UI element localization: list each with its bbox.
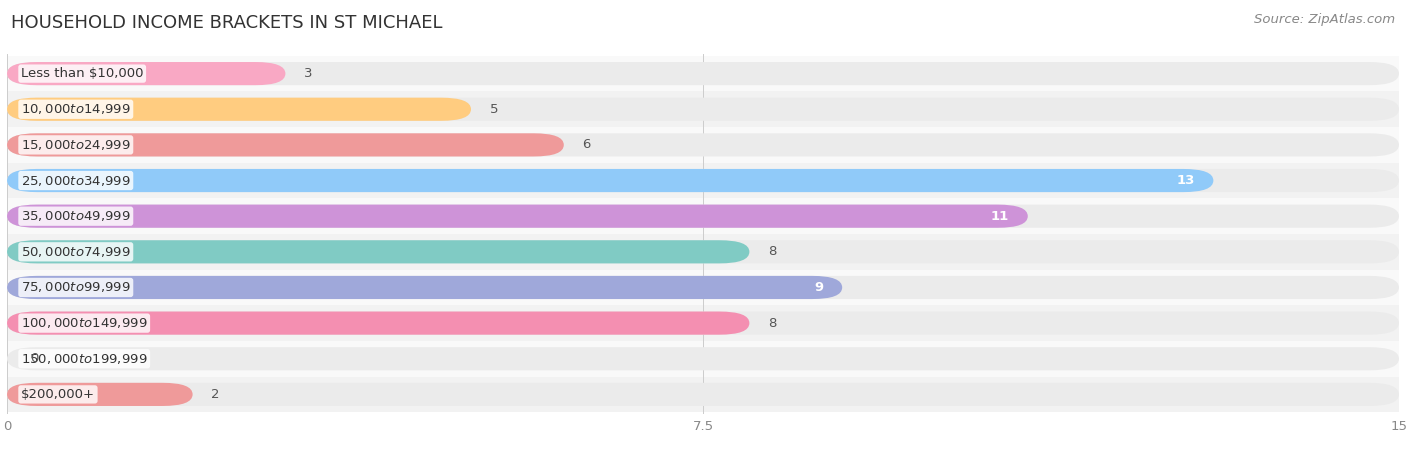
FancyBboxPatch shape xyxy=(7,62,1399,85)
FancyBboxPatch shape xyxy=(7,62,285,85)
Bar xyxy=(0,91,1406,127)
FancyBboxPatch shape xyxy=(7,98,1399,121)
Text: Source: ZipAtlas.com: Source: ZipAtlas.com xyxy=(1254,14,1395,27)
FancyBboxPatch shape xyxy=(7,133,564,157)
Bar xyxy=(0,305,1406,341)
Text: $75,000 to $99,999: $75,000 to $99,999 xyxy=(21,280,131,294)
Text: 8: 8 xyxy=(768,245,776,258)
Bar xyxy=(0,198,1406,234)
Text: $15,000 to $24,999: $15,000 to $24,999 xyxy=(21,138,131,152)
FancyBboxPatch shape xyxy=(7,169,1399,192)
Text: $25,000 to $34,999: $25,000 to $34,999 xyxy=(21,174,131,188)
Bar xyxy=(0,127,1406,163)
Text: 5: 5 xyxy=(489,103,498,116)
FancyBboxPatch shape xyxy=(7,133,1399,157)
Text: Less than $10,000: Less than $10,000 xyxy=(21,67,143,80)
Text: 6: 6 xyxy=(582,139,591,151)
Text: 8: 8 xyxy=(768,317,776,329)
Text: HOUSEHOLD INCOME BRACKETS IN ST MICHAEL: HOUSEHOLD INCOME BRACKETS IN ST MICHAEL xyxy=(11,14,443,32)
FancyBboxPatch shape xyxy=(7,240,749,263)
Bar xyxy=(0,270,1406,305)
Text: 13: 13 xyxy=(1177,174,1195,187)
Text: $150,000 to $199,999: $150,000 to $199,999 xyxy=(21,352,148,366)
Bar xyxy=(0,56,1406,91)
FancyBboxPatch shape xyxy=(7,169,1213,192)
FancyBboxPatch shape xyxy=(7,311,1399,335)
Text: $100,000 to $149,999: $100,000 to $149,999 xyxy=(21,316,148,330)
Bar xyxy=(0,341,1406,377)
FancyBboxPatch shape xyxy=(7,276,1399,299)
FancyBboxPatch shape xyxy=(7,205,1028,228)
Bar xyxy=(0,377,1406,412)
Text: 3: 3 xyxy=(304,67,312,80)
Text: $35,000 to $49,999: $35,000 to $49,999 xyxy=(21,209,131,223)
FancyBboxPatch shape xyxy=(7,98,471,121)
FancyBboxPatch shape xyxy=(7,205,1399,228)
Text: 11: 11 xyxy=(991,210,1010,223)
Text: 9: 9 xyxy=(814,281,824,294)
FancyBboxPatch shape xyxy=(7,383,1399,406)
Text: $50,000 to $74,999: $50,000 to $74,999 xyxy=(21,245,131,259)
Text: 0: 0 xyxy=(31,352,38,365)
Text: 2: 2 xyxy=(211,388,219,401)
Text: $200,000+: $200,000+ xyxy=(21,388,96,401)
Text: $10,000 to $14,999: $10,000 to $14,999 xyxy=(21,102,131,116)
FancyBboxPatch shape xyxy=(7,311,749,335)
Bar xyxy=(0,163,1406,198)
FancyBboxPatch shape xyxy=(7,347,1399,370)
Bar xyxy=(0,234,1406,270)
FancyBboxPatch shape xyxy=(7,240,1399,263)
FancyBboxPatch shape xyxy=(7,276,842,299)
FancyBboxPatch shape xyxy=(7,383,193,406)
